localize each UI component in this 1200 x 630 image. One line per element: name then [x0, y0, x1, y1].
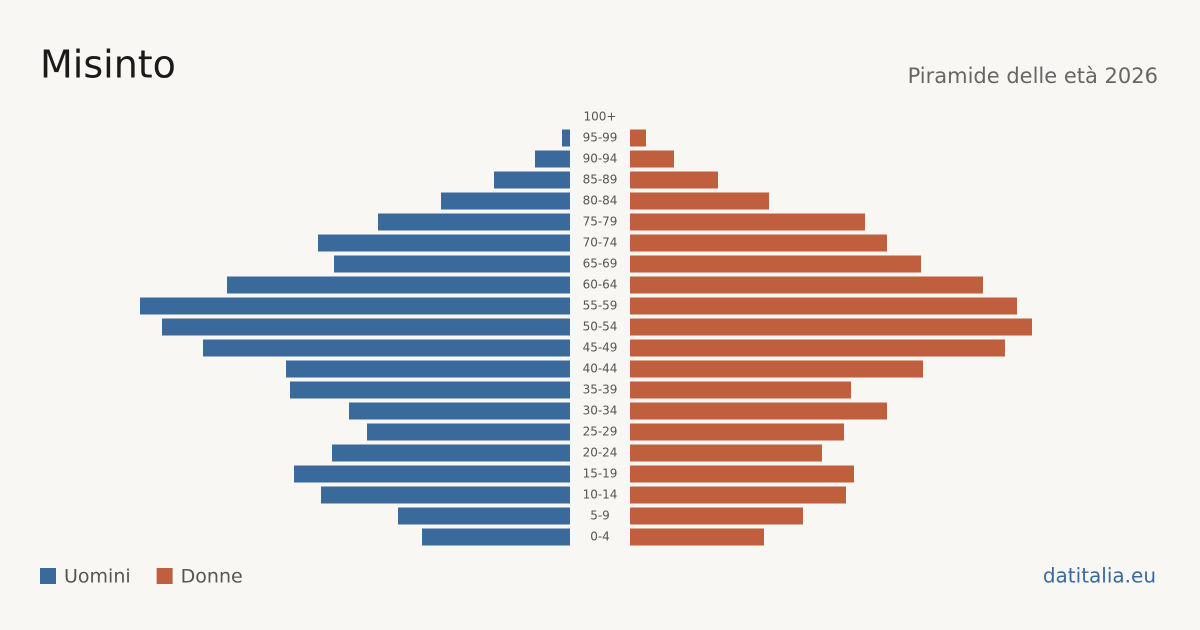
bar	[203, 339, 570, 357]
bar	[630, 465, 854, 483]
bar	[630, 276, 983, 294]
bar	[494, 171, 570, 189]
bar	[332, 444, 570, 462]
bar	[227, 276, 570, 294]
chart-subtitle: Piramide delle età 2026	[908, 64, 1158, 88]
bar	[630, 339, 1005, 357]
bar	[630, 381, 851, 399]
age-label: 40-44	[583, 362, 618, 376]
legend-swatch	[40, 568, 56, 584]
bar	[630, 192, 769, 210]
bar	[318, 234, 570, 252]
bar	[378, 213, 570, 231]
bar	[630, 297, 1017, 315]
age-label: 65-69	[583, 257, 618, 271]
bar	[630, 255, 921, 273]
age-label: 10-14	[583, 488, 618, 502]
age-label: 100+	[584, 110, 617, 124]
bar	[630, 171, 718, 189]
age-label: 0-4	[590, 530, 610, 544]
legend-label: Donne	[181, 566, 243, 588]
bar	[286, 360, 570, 378]
age-label: 15-19	[583, 467, 618, 481]
age-label: 70-74	[583, 236, 618, 250]
legend-label: Uomini	[64, 566, 131, 588]
bar	[367, 423, 570, 441]
source: datitalia.eu	[1043, 564, 1156, 588]
bar	[630, 129, 646, 147]
age-label: 25-29	[583, 425, 618, 439]
bar	[630, 486, 846, 504]
bar	[562, 129, 570, 147]
age-label: 80-84	[583, 194, 618, 208]
age-label: 5-9	[590, 509, 610, 523]
bar	[630, 213, 865, 231]
age-label: 45-49	[583, 341, 618, 355]
bar	[535, 150, 570, 168]
bar	[630, 150, 674, 168]
age-label: 95-99	[583, 131, 618, 145]
age-label: 75-79	[583, 215, 618, 229]
age-label: 30-34	[583, 404, 618, 418]
bar	[334, 255, 570, 273]
age-label: 50-54	[583, 320, 618, 334]
bar	[422, 528, 570, 546]
bar	[630, 360, 923, 378]
bar	[630, 507, 803, 525]
bar	[630, 318, 1032, 336]
age-label: 20-24	[583, 446, 618, 460]
bar	[321, 486, 570, 504]
bar	[630, 423, 844, 441]
bar	[349, 402, 570, 420]
bar	[630, 402, 887, 420]
bar	[441, 192, 570, 210]
age-label: 55-59	[583, 299, 618, 313]
age-label: 35-39	[583, 383, 618, 397]
age-label: 85-89	[583, 173, 618, 187]
bar	[294, 465, 570, 483]
bar	[162, 318, 570, 336]
bar	[290, 381, 570, 399]
age-label: 90-94	[583, 152, 618, 166]
bar	[398, 507, 570, 525]
bar	[630, 444, 822, 462]
age-label: 60-64	[583, 278, 618, 292]
bar	[630, 234, 887, 252]
chart-title: Misinto	[40, 43, 176, 87]
bar	[140, 297, 570, 315]
legend-swatch	[156, 568, 173, 584]
bar	[630, 528, 764, 546]
